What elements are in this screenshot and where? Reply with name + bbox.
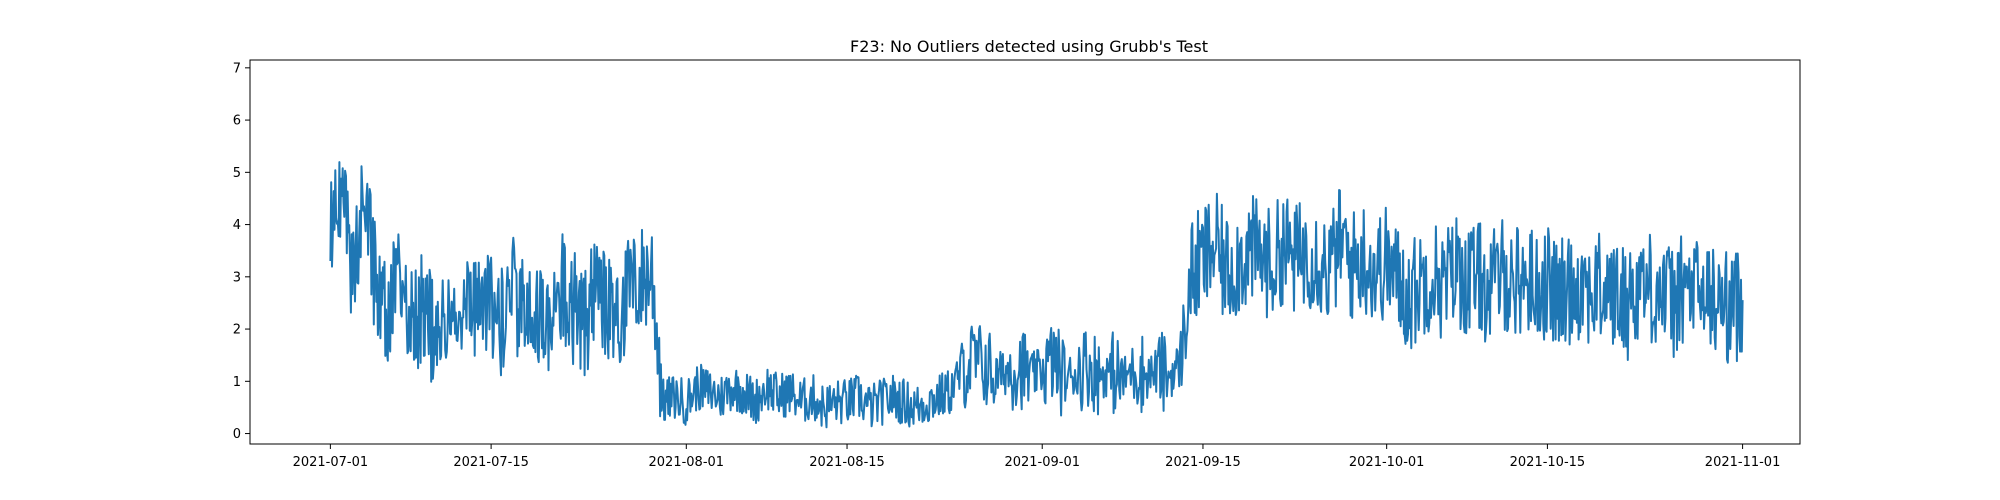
x-tick-label: 2021-08-15 xyxy=(809,455,885,470)
series-line xyxy=(329,161,1744,429)
x-tick-label: 2021-08-01 xyxy=(649,455,725,470)
y-tick-label: 3 xyxy=(233,270,241,285)
x-tick-label: 2021-10-01 xyxy=(1349,455,1425,470)
y-tick-label: 7 xyxy=(233,61,241,76)
y-tick-label: 6 xyxy=(233,114,241,129)
y-tick-label: 2 xyxy=(233,323,241,338)
x-tick-label: 2021-10-15 xyxy=(1510,455,1586,470)
x-tick-label: 2021-07-01 xyxy=(293,455,369,470)
chart-title: F23: No Outliers detected using Grubb's … xyxy=(850,37,1208,56)
x-tick-label: 2021-09-15 xyxy=(1165,455,1241,470)
x-tick-label: 2021-09-01 xyxy=(1004,455,1080,470)
y-tick-label: 1 xyxy=(233,375,241,390)
plot-frame xyxy=(249,59,1801,445)
series-layer xyxy=(329,161,1744,429)
y-axis: 0 1 2 3 4 5 6 7 xyxy=(233,61,250,442)
x-tick-label: 2021-11-01 xyxy=(1705,455,1781,470)
x-axis: 2021-07-01 2021-07-15 2021-08-01 2021-08-15… xyxy=(293,444,1781,470)
y-tick-label: 5 xyxy=(233,166,241,181)
y-tick-label: 4 xyxy=(233,218,241,233)
y-tick-label: 0 xyxy=(233,427,241,442)
x-tick-label: 2021-07-15 xyxy=(453,455,529,470)
